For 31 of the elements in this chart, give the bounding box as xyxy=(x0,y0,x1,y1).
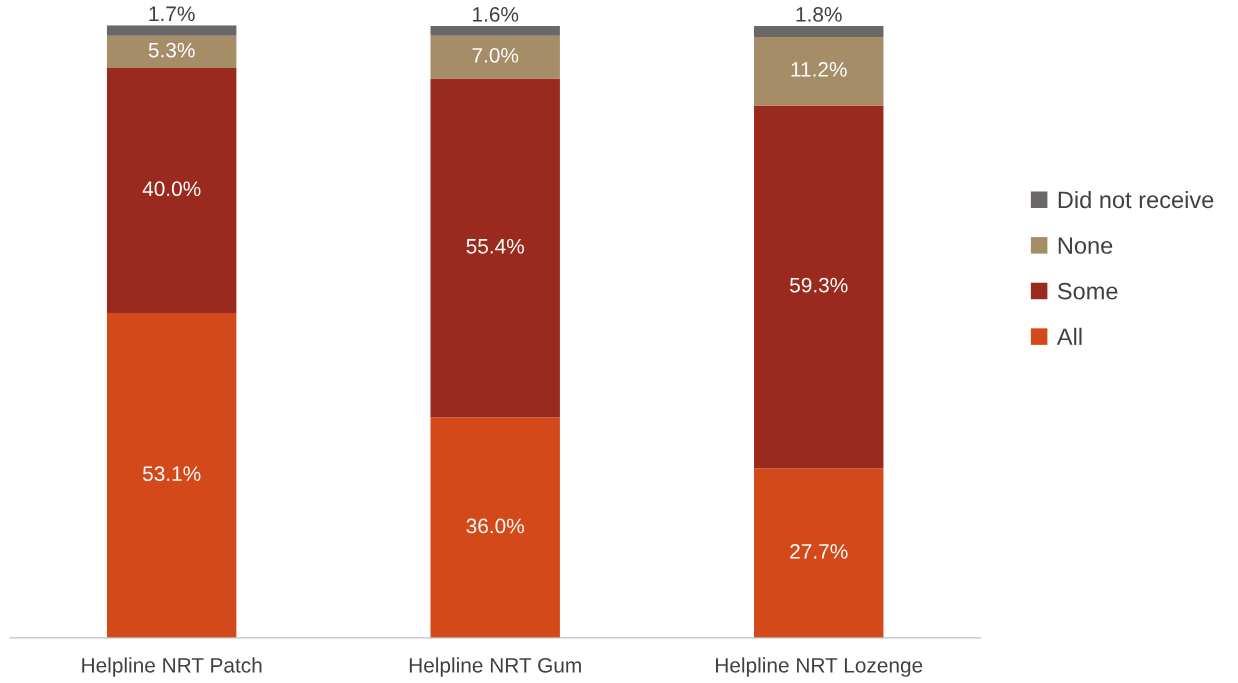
legend-label: Did not receive xyxy=(1058,190,1214,209)
bar xyxy=(106,312,237,638)
bar xyxy=(106,25,237,36)
data-label: 27.7% xyxy=(790,543,848,559)
data-label: 40.0% xyxy=(142,181,201,197)
bar xyxy=(430,35,560,79)
bar xyxy=(430,78,560,418)
data-label: 11.2% xyxy=(791,62,847,77)
data-label: 1.8% xyxy=(796,7,842,22)
bar xyxy=(106,68,237,313)
bar xyxy=(430,417,560,638)
bar xyxy=(106,35,237,69)
legend-label: None xyxy=(1058,237,1113,254)
bar xyxy=(754,105,884,469)
data-label: 53.1% xyxy=(142,466,201,482)
x-tick-label: Helpline NRT Lozenge xyxy=(716,657,923,677)
data-label: 1.7% xyxy=(149,6,195,22)
data-label: 59.3% xyxy=(790,277,848,293)
bar xyxy=(430,25,560,36)
bar xyxy=(754,25,884,37)
x-tick-label: Helpline NRT Gum xyxy=(409,657,581,677)
legend-label: Some xyxy=(1057,282,1118,300)
legend-label: All xyxy=(1056,327,1082,345)
data-label: 55.4% xyxy=(466,238,524,254)
data-label: 36.0% xyxy=(466,518,524,534)
data-label: 5.3% xyxy=(148,42,195,58)
x-tick-label: Helpline NRT Patch xyxy=(82,657,262,677)
bar xyxy=(754,468,884,638)
bar xyxy=(754,36,884,106)
data-label: 1.6% xyxy=(473,7,519,22)
data-label: 7.0% xyxy=(472,47,519,63)
